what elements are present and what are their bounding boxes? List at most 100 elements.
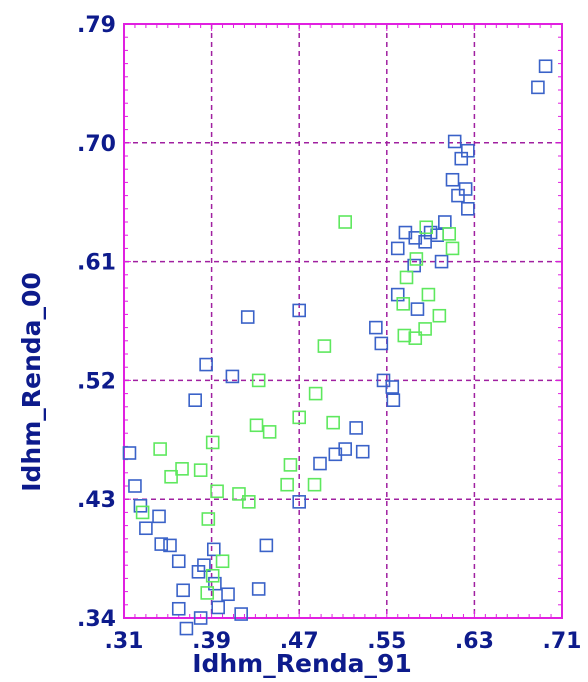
data-point [451,188,465,203]
data-point [434,254,449,269]
data-point [308,386,323,401]
data-point [280,477,294,492]
data-point [419,220,434,235]
y-tick-label: .52 [77,369,116,394]
data-point [225,369,240,384]
y-tick-label: .61 [77,251,116,276]
data-point [251,582,266,596]
data-point [249,418,264,433]
plot-frame [123,23,563,619]
data-point [171,601,186,616]
data-point [163,538,177,553]
data-point [242,495,256,509]
data-point [390,241,405,256]
data-point [338,215,352,229]
data-point [232,487,246,501]
data-point [234,607,248,621]
data-point [152,509,166,524]
data-point [221,587,235,602]
data-point [176,583,190,598]
data-point [201,512,216,526]
data-point [208,576,222,591]
grid-lines [124,24,562,618]
x-tick-label: .55 [367,629,406,654]
data-point [240,310,255,324]
data-point [193,463,208,477]
data-point [307,477,322,492]
data-point [328,447,343,462]
data-point [445,241,460,256]
data-point [398,225,413,240]
data-point [442,227,457,241]
data-point [215,554,230,569]
data-point [135,505,150,520]
data-point [410,302,425,316]
data-point [259,538,274,553]
data-point [421,287,436,302]
data-point [409,252,424,266]
x-tick-label: .47 [280,629,319,654]
data-point [200,586,215,600]
data-point [292,303,307,318]
data-point [397,328,412,343]
data-points [122,59,553,636]
data-point [193,611,208,625]
data-point [179,621,194,636]
data-point [432,308,447,323]
data-point [386,393,401,408]
data-point [374,336,389,351]
data-point [175,462,189,476]
data-point [385,380,400,394]
data-point [326,415,340,430]
data-point [408,331,423,345]
y-tick-labels: .34 .43 .52 .61 .70 .79 [77,13,116,632]
data-point [197,558,211,573]
data-point [369,320,383,335]
x-tick-marks [123,24,563,618]
y-tick-label: .43 [77,488,116,513]
data-point [206,542,221,557]
data-point [349,421,363,435]
data-point [211,600,225,615]
data-point [454,151,469,166]
data-point [317,339,332,353]
data-point [128,479,142,493]
y-tick-label: .70 [77,132,116,157]
data-point [283,458,298,472]
data-point [153,442,167,456]
data-point [292,495,307,509]
data-point [445,172,460,187]
x-tick-label: .31 [105,629,144,654]
data-point [171,554,186,569]
x-tick-label: .71 [543,629,582,654]
data-point [538,59,553,74]
data-point [139,521,153,536]
y-axis-label: Idhm_Renda_00 [17,272,46,492]
data-point [399,270,414,285]
data-point [154,537,169,551]
data-point [447,134,462,149]
data-point [188,393,202,408]
data-point [164,469,178,484]
data-point [205,435,220,450]
data-point [438,215,452,229]
data-point [292,410,307,425]
y-tick-label: .34 [77,607,116,632]
data-point [199,357,213,372]
x-tick-label: .39 [192,629,231,654]
x-axis-label: Idhm_Renda_91 [192,649,412,678]
y-tick-marks [124,23,562,619]
data-point [355,444,370,459]
data-point [210,484,224,499]
data-point [313,456,327,471]
data-point [262,425,277,439]
x-tick-labels: .31 .39 .47 .55 .63 .71 [105,629,582,654]
data-point [396,297,411,311]
data-point [461,202,475,216]
data-point [418,322,432,336]
y-tick-label: .79 [77,13,116,38]
data-point [205,568,220,583]
x-tick-label: .63 [455,629,494,654]
data-point [418,235,432,249]
